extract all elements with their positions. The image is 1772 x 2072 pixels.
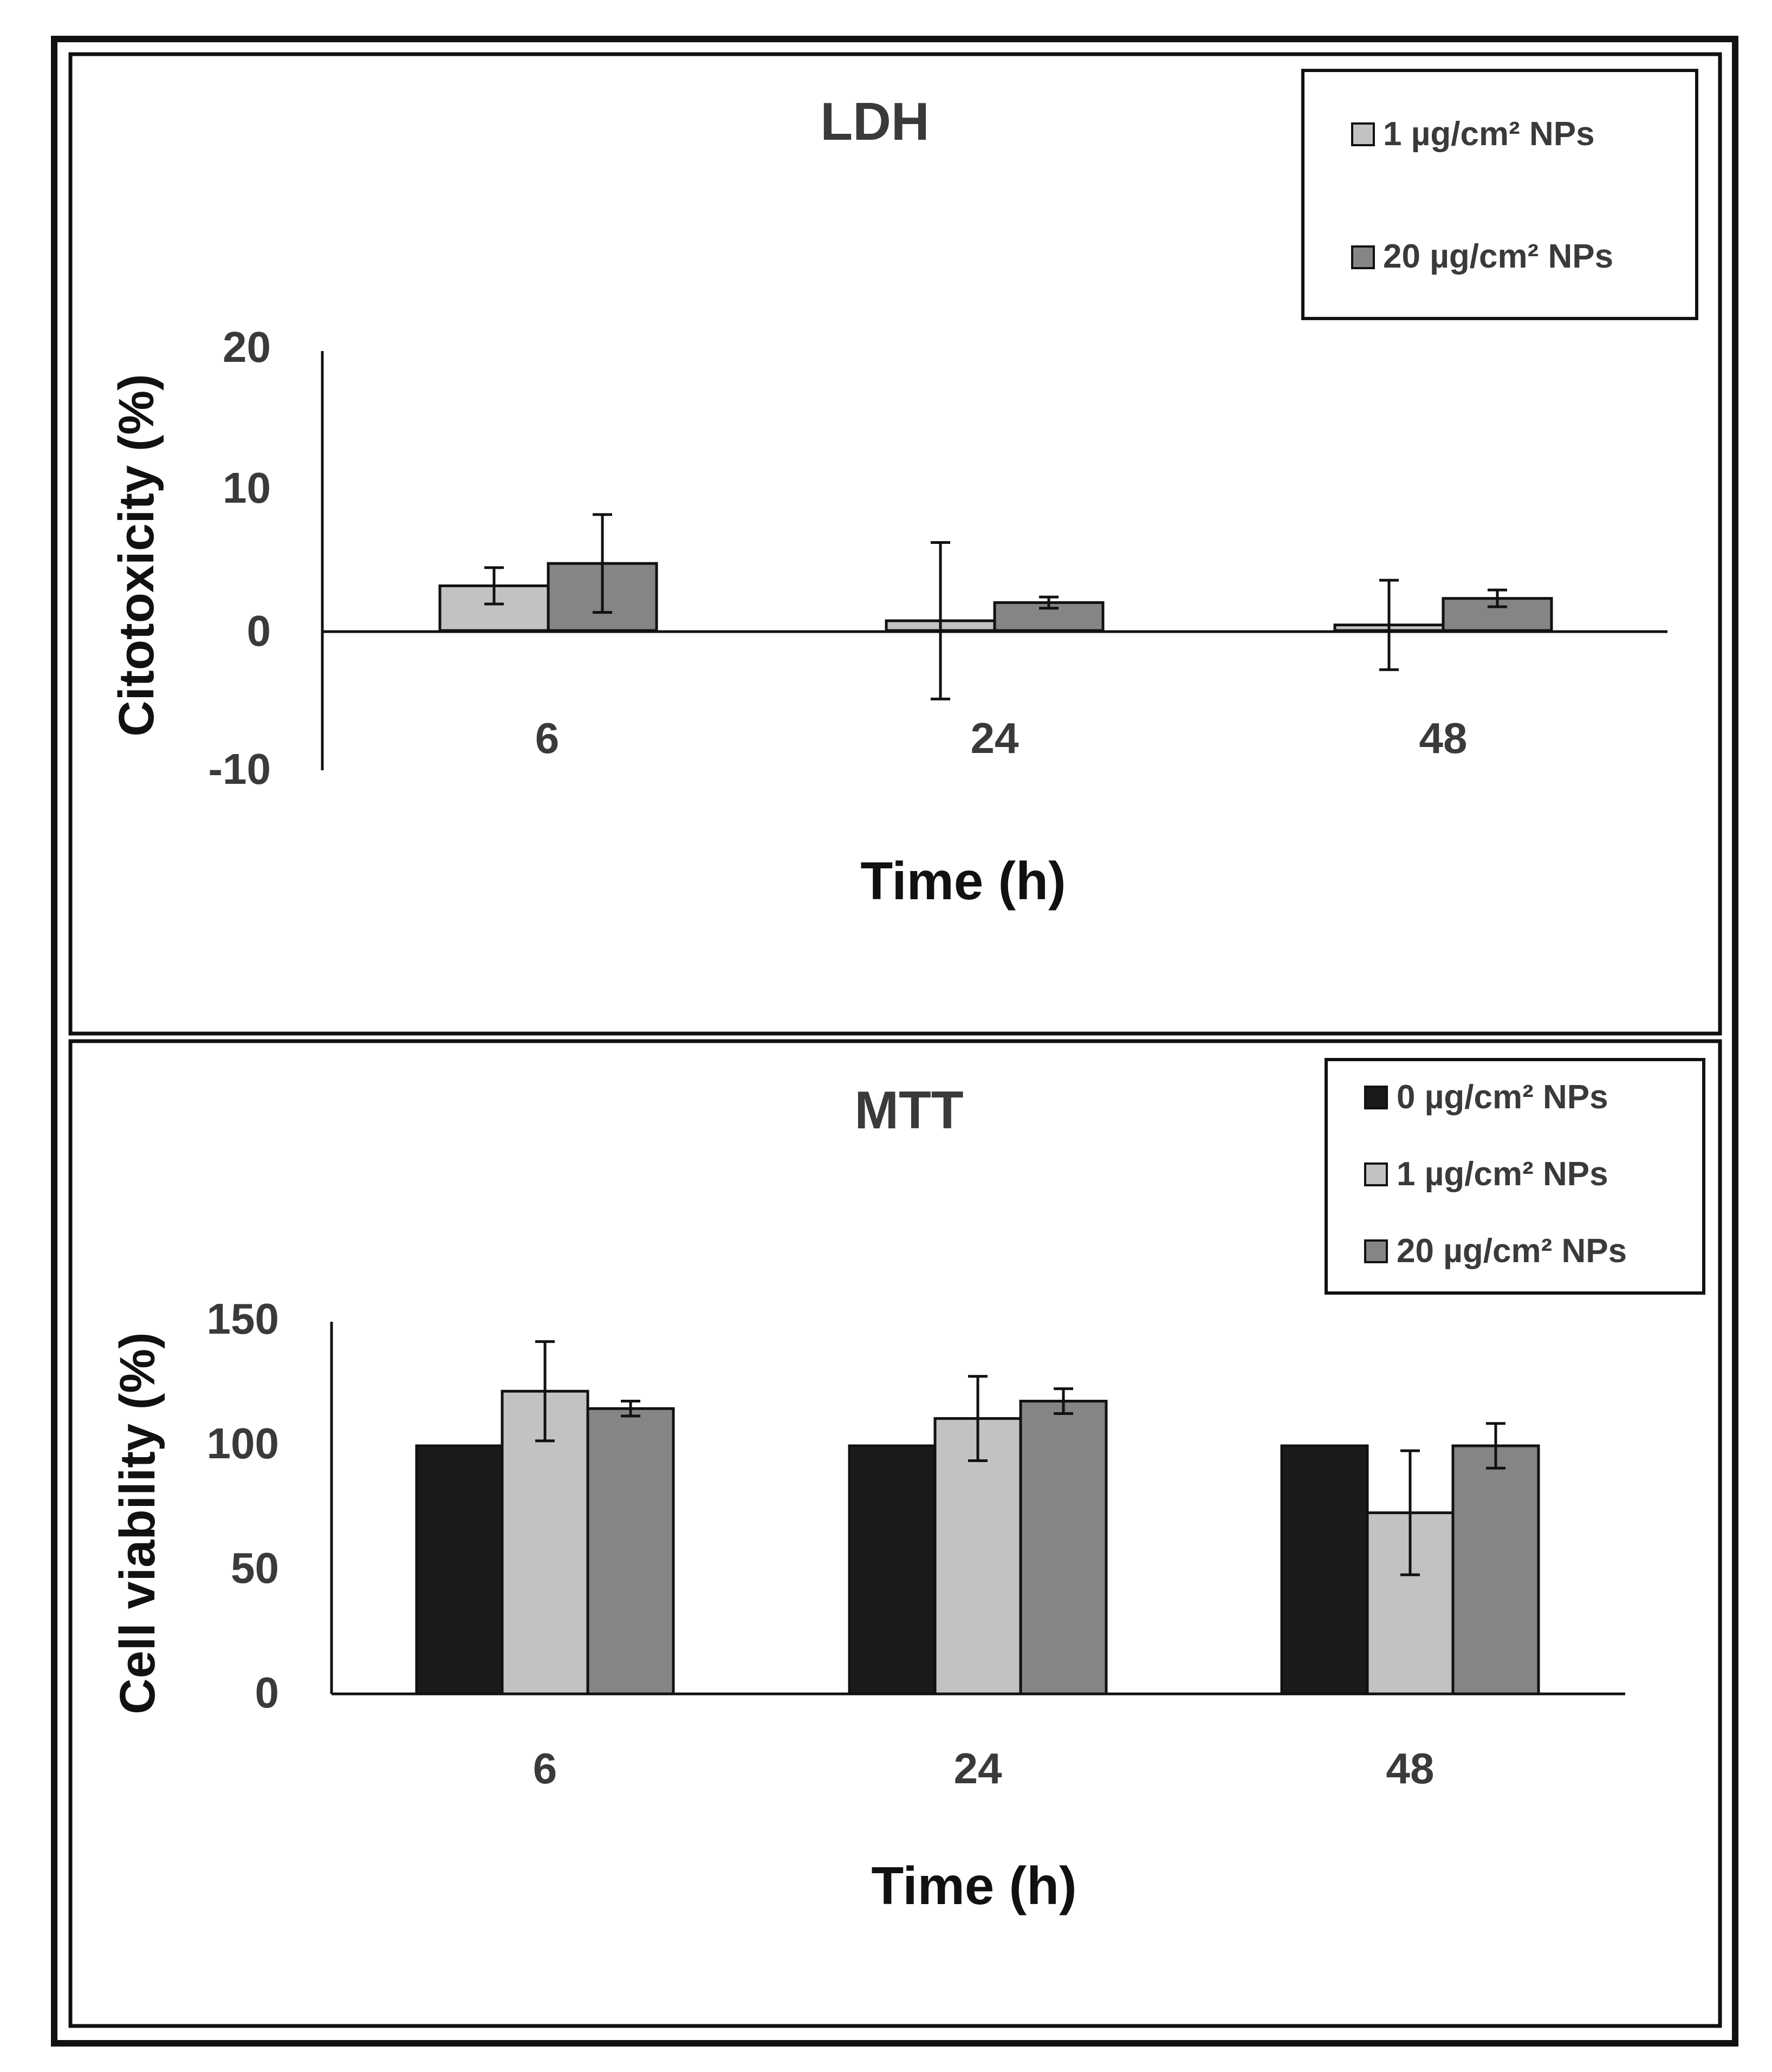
mtt-ytick-label: 50: [231, 1544, 279, 1592]
mtt-bar: [1280, 1444, 1369, 1696]
ldh-ytick-label: 10: [223, 464, 271, 512]
mtt-legend-label-3: 20 µg/cm² NPs: [1397, 1232, 1627, 1270]
ldh-chart-title: LDH: [820, 92, 929, 151]
mtt-y-axis-label: Cell viability (%): [110, 1332, 165, 1714]
mtt-x-axis-label: Time (h): [871, 1856, 1076, 1915]
mtt-bars: [415, 1340, 1540, 1696]
mtt-ytick-label: 150: [207, 1295, 279, 1343]
mtt-legend-swatch-3: [1364, 1239, 1388, 1263]
mtt-ytick-label: 0: [255, 1668, 280, 1717]
mtt-bar: [848, 1444, 937, 1696]
mtt-chart-title: MTT: [854, 1080, 963, 1140]
mtt-legend: 0 µg/cm² NPs 1 µg/cm² NPs 20 µg/cm² NPs: [1325, 1058, 1705, 1295]
ldh-xtick-label: 6: [535, 714, 560, 762]
ldh-legend-box: [1301, 69, 1698, 320]
ldh-y-axis-label: Citotoxicity (%): [109, 374, 164, 737]
ldh-legend-swatch-2: [1351, 245, 1375, 269]
ldh-chart: LDH 1 µg/cm² NPs 20 µg/cm² NPs 20 10 0 -…: [109, 69, 1698, 911]
mtt-chart: MTT 0 µg/cm² NPs 1 µg/cm² NPs 20 µg/cm² …: [110, 1058, 1705, 1915]
ldh-legend-label-2: 20 µg/cm² NPs: [1383, 238, 1613, 275]
outer-frame: [51, 36, 1738, 2047]
mtt-xtick-label: 48: [1386, 1744, 1435, 1792]
ldh-legend-label-1: 1 µg/cm² NPs: [1383, 115, 1595, 153]
ldh-legend: 1 µg/cm² NPs 20 µg/cm² NPs: [1301, 69, 1698, 320]
mtt-legend-label-2: 1 µg/cm² NPs: [1397, 1155, 1608, 1193]
mtt-bar: [415, 1444, 504, 1696]
ldh-x-axis-label: Time (h): [860, 851, 1066, 911]
mtt-legend-swatch-2: [1364, 1162, 1388, 1186]
mtt-xtick-label: 24: [954, 1744, 1002, 1792]
ldh-ytick-label: 0: [247, 607, 271, 655]
mtt-legend-label-1: 0 µg/cm² NPs: [1397, 1079, 1608, 1116]
ldh-xtick-label: 24: [971, 714, 1019, 762]
mtt-bar: [1451, 1444, 1540, 1696]
ldh-bars: [438, 513, 1553, 700]
ldh-legend-swatch-1: [1351, 122, 1375, 146]
mtt-ytick-label: 100: [207, 1419, 279, 1467]
mtt-bar: [586, 1407, 675, 1696]
ldh-ytick-label: 20: [223, 323, 271, 371]
ldh-xtick-label: 48: [1419, 714, 1468, 762]
mtt-xtick-label: 6: [533, 1744, 557, 1792]
mtt-bar: [1019, 1400, 1108, 1696]
ldh-ytick-label: -10: [208, 745, 271, 793]
mtt-legend-box: [1325, 1058, 1705, 1295]
mtt-legend-swatch-1: [1364, 1086, 1388, 1109]
ldh-panel-frame: [68, 52, 1722, 1036]
mtt-panel-frame: [68, 1039, 1722, 2028]
